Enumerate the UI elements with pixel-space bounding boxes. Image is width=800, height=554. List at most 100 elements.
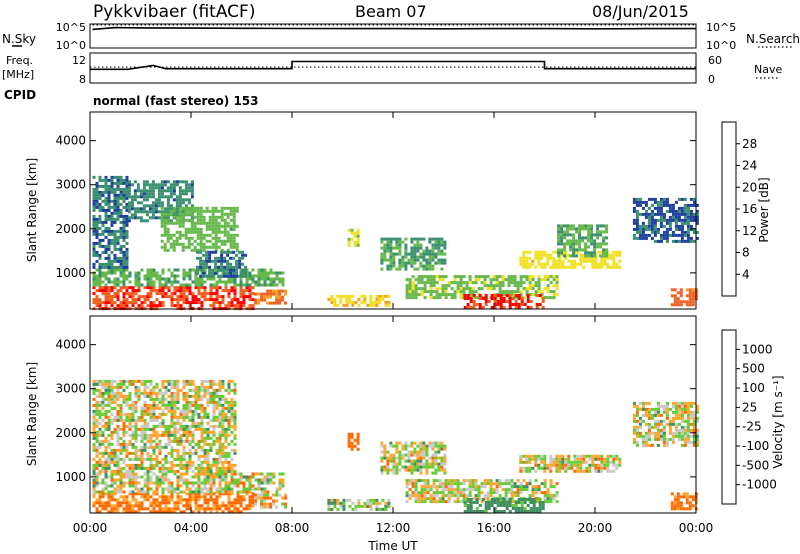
power-cell bbox=[179, 289, 183, 293]
power-cell bbox=[594, 256, 598, 260]
velocity-cell bbox=[170, 498, 174, 502]
velocity-cell bbox=[425, 465, 429, 469]
velocity-cell bbox=[549, 469, 553, 473]
velocity-cell bbox=[149, 406, 153, 410]
power-cell bbox=[104, 187, 108, 191]
velocity-cell bbox=[248, 501, 252, 505]
velocity-cell bbox=[534, 454, 538, 458]
power-cell bbox=[676, 300, 680, 304]
power-cell bbox=[413, 255, 417, 259]
power-cell bbox=[260, 271, 264, 275]
power-cell bbox=[501, 293, 505, 297]
power-cell bbox=[226, 215, 230, 219]
velocity-cell bbox=[221, 409, 225, 413]
power-cell bbox=[178, 224, 182, 228]
velocity-cell bbox=[540, 491, 544, 495]
power-cell bbox=[223, 250, 227, 254]
velocity-cell bbox=[423, 488, 427, 492]
velocity-cell bbox=[416, 453, 420, 457]
power-cell bbox=[422, 237, 426, 241]
power-cell bbox=[534, 281, 538, 285]
power-cell bbox=[386, 264, 390, 268]
power-cell bbox=[205, 206, 209, 210]
velocity-cell bbox=[152, 448, 156, 452]
velocity-cell bbox=[419, 450, 423, 454]
power-cell bbox=[680, 221, 684, 225]
power-cell bbox=[395, 240, 399, 244]
power-cell bbox=[107, 259, 111, 263]
power-cell bbox=[557, 248, 561, 252]
power-cell bbox=[245, 277, 249, 281]
power-cell bbox=[125, 235, 129, 239]
velocity-cell bbox=[194, 400, 198, 404]
power-cell bbox=[576, 250, 580, 254]
velocity-cell bbox=[128, 484, 132, 488]
velocity-cell bbox=[98, 412, 102, 416]
power-cell bbox=[653, 218, 657, 222]
power-cell bbox=[248, 283, 252, 287]
velocity-cell bbox=[122, 501, 126, 505]
velocity-cell bbox=[212, 442, 216, 446]
velocity-cell bbox=[413, 441, 417, 445]
power-cell bbox=[157, 198, 161, 202]
power-cell bbox=[238, 274, 242, 278]
power-cell bbox=[444, 290, 448, 294]
power-cell bbox=[127, 207, 131, 211]
velocity-cell bbox=[230, 448, 234, 452]
velocity-cell bbox=[242, 484, 246, 488]
velocity-cell bbox=[416, 444, 420, 448]
power-cell bbox=[419, 264, 423, 268]
velocity-cell bbox=[95, 498, 99, 502]
velocity-cell bbox=[209, 484, 213, 488]
power-cell bbox=[229, 250, 233, 254]
power-cell bbox=[122, 286, 126, 290]
velocity-cell bbox=[140, 424, 144, 428]
power-cell bbox=[605, 227, 609, 231]
velocity-cell bbox=[549, 454, 553, 458]
power-cell bbox=[211, 221, 215, 225]
velocity-cell bbox=[492, 488, 496, 492]
power-cell bbox=[641, 206, 645, 210]
velocity-cell bbox=[182, 406, 186, 410]
power-cell bbox=[459, 293, 463, 297]
power-cell bbox=[214, 248, 218, 252]
power-cell bbox=[217, 259, 221, 263]
velocity-cell bbox=[218, 451, 222, 455]
velocity-cell bbox=[119, 469, 123, 473]
power-cell bbox=[582, 265, 586, 269]
power-cell bbox=[223, 233, 227, 237]
velocity-cell bbox=[224, 492, 228, 496]
velocity-cell bbox=[221, 460, 225, 464]
velocity-cell bbox=[203, 430, 207, 434]
velocity-cell bbox=[489, 488, 493, 492]
power-cell bbox=[202, 265, 206, 269]
velocity-cell bbox=[158, 391, 162, 395]
velocity-cell bbox=[386, 462, 390, 466]
velocity-cell bbox=[101, 418, 105, 422]
power-cell bbox=[110, 175, 114, 179]
power-cell bbox=[680, 209, 684, 213]
power-cell bbox=[572, 233, 576, 237]
velocity-cell bbox=[143, 507, 147, 511]
power-cell bbox=[199, 236, 203, 240]
velocity-cell bbox=[230, 403, 234, 407]
velocity-cell bbox=[191, 394, 195, 398]
power-cell bbox=[266, 274, 270, 278]
velocity-cell bbox=[437, 468, 441, 472]
velocity-cell bbox=[443, 444, 447, 448]
velocity-cell bbox=[131, 445, 135, 449]
velocity-cell bbox=[230, 379, 234, 383]
velocity-cell bbox=[357, 504, 361, 508]
velocity-cell bbox=[203, 442, 207, 446]
velocity-cell bbox=[149, 436, 153, 440]
power-cell bbox=[269, 295, 273, 299]
power-cell bbox=[211, 245, 215, 249]
power-cell bbox=[463, 294, 467, 297]
power-cell bbox=[383, 246, 387, 250]
power-cell bbox=[429, 284, 433, 288]
velocity-cell bbox=[113, 507, 117, 511]
power-cell bbox=[95, 250, 99, 254]
power-cell bbox=[127, 210, 131, 214]
power-cell bbox=[122, 295, 126, 299]
power-cell bbox=[182, 274, 186, 278]
